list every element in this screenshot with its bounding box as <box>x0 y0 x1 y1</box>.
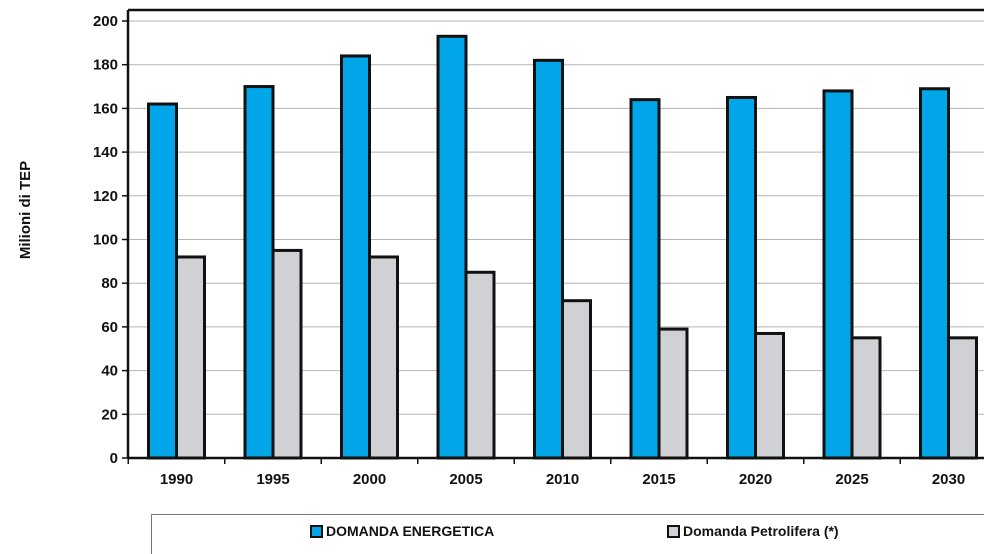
x-tick-label: 1995 <box>256 471 289 488</box>
y-tick-label: 160 <box>93 100 118 117</box>
y-tick-label: 20 <box>101 406 118 423</box>
y-tick-label: 140 <box>93 144 118 161</box>
legend-label-energetica: DOMANDA ENERGETICA <box>326 523 495 539</box>
x-tick-label: 2005 <box>449 471 482 488</box>
legend: DOMANDA ENERGETICA Domanda Petrolifera (… <box>151 514 984 554</box>
y-tick-label: 60 <box>101 319 118 336</box>
bar-domanda-energetica <box>629 98 661 460</box>
bar-domanda-petrolifera <box>850 336 882 460</box>
bar-domanda-energetica <box>340 54 371 460</box>
legend-swatch-petrolifera <box>667 524 680 538</box>
legend-label-petrolifera: Domanda Petrolifera (*) <box>683 523 839 539</box>
y-axis-ticks: 0 20 40 60 80 100 120 140 160 180 200 <box>93 13 128 467</box>
y-axis-label: Milioni di TEP <box>17 161 34 259</box>
bar-chart: 0 20 40 60 80 100 120 140 160 180 200 1990 1995 2000… <box>17 8 984 488</box>
x-tick-label: 1990 <box>160 471 193 488</box>
legend-item-petrolifera: Domanda Petrolifera (*) <box>667 523 839 539</box>
bar-domanda-petrolifera <box>175 255 206 460</box>
bar-domanda-energetica <box>822 89 854 460</box>
x-tick-label: 2025 <box>835 471 868 488</box>
x-tick-label: 2030 <box>932 471 965 488</box>
bar-domanda-energetica <box>243 85 275 460</box>
y-tick-label: 180 <box>93 57 118 74</box>
y-tick-label: 40 <box>101 363 118 380</box>
bar-domanda-petrolifera <box>464 270 496 460</box>
bar-domanda-petrolifera <box>368 255 399 460</box>
bar-domanda-energetica <box>533 58 564 460</box>
y-tick-label: 100 <box>93 232 118 249</box>
y-tick-label: 200 <box>93 13 118 30</box>
bar-domanda-petrolifera <box>754 331 785 460</box>
bars <box>147 34 978 460</box>
y-tick-label: 120 <box>93 188 118 205</box>
legend-item-energetica: DOMANDA ENERGETICA <box>310 523 494 539</box>
bar-domanda-energetica <box>436 34 468 460</box>
x-tick-label: 2020 <box>739 471 772 488</box>
bar-domanda-petrolifera <box>271 248 303 460</box>
y-tick-label: 0 <box>110 450 118 467</box>
x-axis-ticks: 1990 1995 2000 2005 2010 2015 2020 2025 2030 <box>127 458 965 488</box>
bar-domanda-petrolifera <box>561 299 592 460</box>
bar-domanda-energetica <box>919 87 950 460</box>
x-tick-label: 2010 <box>546 471 579 488</box>
bar-domanda-energetica <box>147 102 178 460</box>
bar-domanda-energetica <box>726 95 757 460</box>
y-tick-label: 80 <box>101 275 118 292</box>
x-tick-label: 2015 <box>642 471 675 488</box>
bar-domanda-petrolifera <box>657 327 689 460</box>
bar-domanda-petrolifera <box>947 336 978 460</box>
legend-swatch-energetica <box>310 524 323 538</box>
x-tick-label: 2000 <box>353 471 386 488</box>
